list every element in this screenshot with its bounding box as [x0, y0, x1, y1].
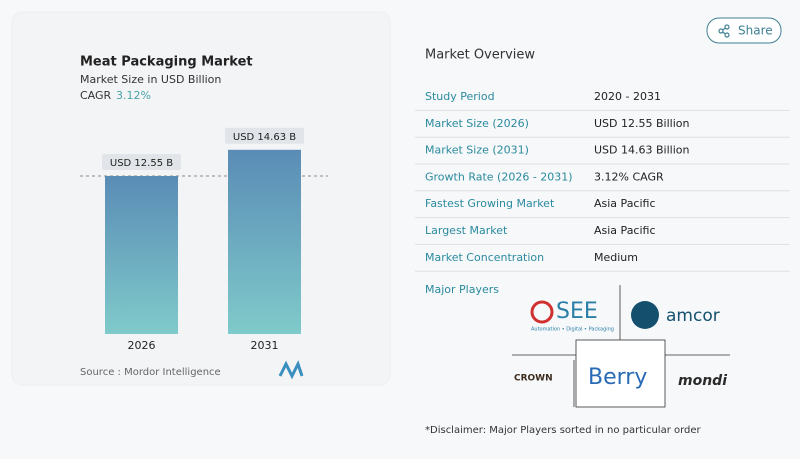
row-value: 2020 - 2031	[594, 90, 661, 103]
cagr-label: CAGR	[80, 89, 112, 102]
bar-chart: USD 12.55 B 2026 USD 14.63 B 2031	[80, 127, 328, 352]
row-label: Market Size (2026)	[425, 117, 529, 130]
share-icon	[718, 24, 730, 38]
logo-crown: CROWN	[514, 374, 553, 384]
bar	[105, 175, 178, 334]
row-label: Market Concentration	[425, 251, 544, 264]
overview-title: Market Overview	[425, 48, 535, 63]
row-label: Largest Market	[425, 224, 508, 237]
value-label: USD 14.63 B	[233, 132, 296, 143]
bar	[228, 149, 301, 334]
share-label[interactable]: Share	[738, 24, 773, 38]
row-value: Asia Pacific	[594, 197, 656, 210]
players-title: Major Players	[425, 283, 499, 296]
disclaimer: *Disclaimer: Major Players sorted in no …	[425, 425, 702, 436]
logo-grid	[512, 285, 730, 408]
row-label: Fastest Growing Market	[425, 197, 555, 210]
logo-berry: Berry	[588, 365, 647, 390]
value-label: USD 12.55 B	[110, 158, 173, 169]
logo-amcor: amcor	[666, 306, 720, 326]
row-value: 3.12% CAGR	[594, 170, 664, 183]
row-label: Market Size (2031)	[425, 144, 529, 157]
x-tick-label: 2026	[128, 339, 156, 352]
amcor-mark	[631, 301, 659, 329]
chart-subtitle: Market Size in USD Billion	[80, 73, 221, 86]
overview-table: Study Period 2020 - 2031 Market Size (2026…	[415, 90, 790, 272]
logo-mondi: mondi	[678, 373, 727, 389]
row-label: Study Period	[425, 90, 495, 103]
brand-logo	[278, 360, 304, 380]
x-tick-label: 2031	[251, 339, 279, 352]
value-label-box	[225, 127, 304, 144]
row-label: Growth Rate (2026 - 2031)	[425, 170, 573, 183]
row-value: USD 14.63 Billion	[594, 144, 689, 157]
row-value: USD 12.55 Billion	[594, 117, 689, 130]
source: Source : Mordor Intelligence	[80, 367, 221, 378]
see-mark	[530, 300, 554, 324]
cagr-value: 3.12%	[116, 89, 151, 102]
row-value: Asia Pacific	[594, 224, 656, 237]
see-tagline: Automation • Digital • Packaging	[531, 327, 614, 333]
value-label-box	[102, 153, 181, 170]
chart-title: Meat Packaging Market	[80, 55, 253, 70]
row-value: Medium	[594, 251, 638, 264]
logo-see: SEE	[556, 299, 598, 324]
